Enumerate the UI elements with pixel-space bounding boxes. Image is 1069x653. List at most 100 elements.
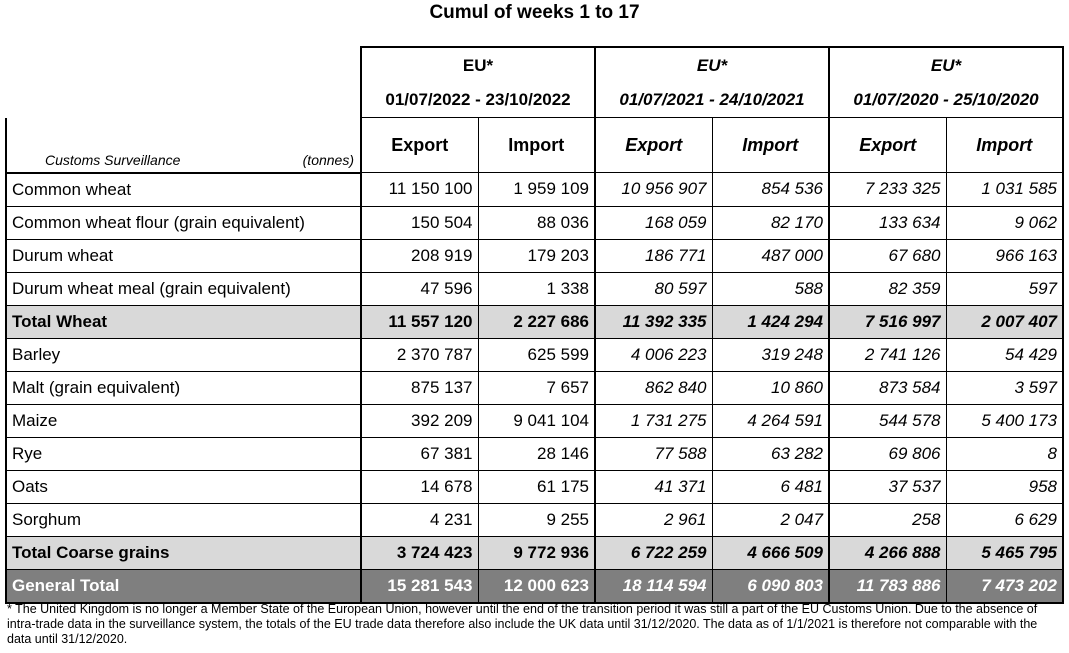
import-value: 54 429	[945, 337, 1064, 372]
export-value: 6 722 259	[594, 535, 713, 570]
import-value: 82 170	[711, 205, 830, 240]
export-value: 544 578	[828, 403, 947, 438]
export-value: 82 359	[828, 271, 947, 306]
row-label: Maize	[5, 403, 362, 438]
import-value: 6 090 803	[711, 568, 830, 604]
row-label: Durum wheat	[5, 238, 362, 273]
row-label: Malt (grain equivalent)	[5, 370, 362, 405]
import-value: 6 481	[711, 469, 830, 504]
export-value: 4 231	[360, 502, 479, 537]
import-value: 9 041 104	[477, 403, 596, 438]
import-value: 12 000 623	[477, 568, 596, 604]
table-row: Maize 392 209 9 041 104 1 731 275 4 264 591 5…	[5, 403, 1064, 438]
row-label: General Total	[5, 568, 362, 604]
export-value: 11 150 100	[360, 172, 479, 207]
export-value: 133 634	[828, 205, 947, 240]
table-row: Barley 2 370 787 625 599 4 006 223 319 248 2 …	[5, 337, 1064, 372]
table-row: Durum wheat 208 919 179 203 186 771 487 000 6…	[5, 238, 1064, 273]
table-body: Common wheat 11 150 100 1 959 109 10 956 90…	[5, 172, 1064, 604]
grand-total-row: General Total 15 281 543 12 000 623 18 114 …	[5, 568, 1064, 604]
trade-table: EU* EU* EU* 01/07/2022 - 23/10/2022 01/0…	[5, 46, 1064, 604]
row-label: Sorghum	[5, 502, 362, 537]
import-value: 9 062	[945, 205, 1064, 240]
export-value: 2 370 787	[360, 337, 479, 372]
import-value: 1 338	[477, 271, 596, 306]
import-value: 625 599	[477, 337, 596, 372]
row-header-cell: Customs Surveillance (tonnes)	[5, 117, 362, 174]
import-value: 10 860	[711, 370, 830, 405]
export-value: 208 919	[360, 238, 479, 273]
period-region: EU*	[360, 46, 596, 83]
unit-label: (tonnes)	[302, 151, 354, 168]
table-row: Durum wheat meal (grain equivalent) 47 59…	[5, 271, 1064, 306]
page-title: Cumul of weeks 1 to 17	[429, 2, 640, 23]
export-value: 67 381	[360, 436, 479, 471]
import-value: 1 959 109	[477, 172, 596, 207]
import-value: 63 282	[711, 436, 830, 471]
row-label: Durum wheat meal (grain equivalent)	[5, 271, 362, 306]
blank-corner	[6, 83, 362, 118]
export-value: 14 678	[360, 469, 479, 504]
export-value: 873 584	[828, 370, 947, 405]
table-row: Rye 67 381 28 146 77 588 63 282 69 806 8	[5, 436, 1064, 471]
export-value: 67 680	[828, 238, 947, 273]
table-row: Common wheat flour (grain equivalent) 150…	[5, 205, 1064, 240]
import-value: 1 031 585	[945, 172, 1064, 207]
period-dates: 01/07/2022 - 23/10/2022	[360, 83, 596, 118]
export-value: 80 597	[594, 271, 713, 306]
export-value: 258	[828, 502, 947, 537]
export-value: 2 961	[594, 502, 713, 537]
export-value: 77 588	[594, 436, 713, 471]
import-value: 487 000	[711, 238, 830, 273]
export-value: 186 771	[594, 238, 713, 273]
export-value: 4 266 888	[828, 535, 947, 570]
row-label: Total Wheat	[5, 304, 362, 339]
import-value: 6 629	[945, 502, 1064, 537]
export-value: 4 006 223	[594, 337, 713, 372]
row-label: Oats	[5, 469, 362, 504]
import-value: 7 657	[477, 370, 596, 405]
import-value: 88 036	[477, 205, 596, 240]
export-value: 41 371	[594, 469, 713, 504]
row-label: Barley	[5, 337, 362, 372]
export-value: 168 059	[594, 205, 713, 240]
footnote: * The United Kingdom is no longer a Memb…	[7, 602, 1038, 646]
period-dates: 01/07/2020 - 25/10/2020	[828, 83, 1064, 118]
export-value: 2 741 126	[828, 337, 947, 372]
table-row: Malt (grain equivalent) 875 137 7 657 862 8…	[5, 370, 1064, 405]
import-value: 588	[711, 271, 830, 306]
import-value: 597	[945, 271, 1064, 306]
import-value: 958	[945, 469, 1064, 504]
export-value: 10 956 907	[594, 172, 713, 207]
export-value: 11 557 120	[360, 304, 479, 339]
blank-corner	[6, 47, 362, 83]
import-value: 5 465 795	[945, 535, 1064, 570]
import-value: 28 146	[477, 436, 596, 471]
export-header: Export	[360, 117, 479, 173]
import-value: 3 597	[945, 370, 1064, 405]
export-value: 15 281 543	[360, 568, 479, 604]
import-value: 61 175	[477, 469, 596, 504]
period-region: EU*	[828, 46, 1064, 83]
import-value: 2 227 686	[477, 304, 596, 339]
row-label: Rye	[5, 436, 362, 471]
total-row: Total Wheat 11 557 120 2 227 686 11 392 335…	[5, 304, 1064, 339]
export-value: 392 209	[360, 403, 479, 438]
import-value: 2 047	[711, 502, 830, 537]
export-value: 3 724 423	[360, 535, 479, 570]
export-value: 69 806	[828, 436, 947, 471]
export-header: Export	[594, 117, 713, 173]
import-header: Import	[711, 117, 830, 173]
import-value: 966 163	[945, 238, 1064, 273]
export-value: 875 137	[360, 370, 479, 405]
import-value: 2 007 407	[945, 304, 1064, 339]
export-value: 862 840	[594, 370, 713, 405]
period-dates: 01/07/2021 - 24/10/2021	[594, 83, 830, 118]
import-value: 319 248	[711, 337, 830, 372]
export-value: 11 392 335	[594, 304, 713, 339]
row-label: Common wheat	[5, 172, 362, 207]
export-value: 1 731 275	[594, 403, 713, 438]
import-value: 1 424 294	[711, 304, 830, 339]
export-value: 37 537	[828, 469, 947, 504]
import-value: 179 203	[477, 238, 596, 273]
